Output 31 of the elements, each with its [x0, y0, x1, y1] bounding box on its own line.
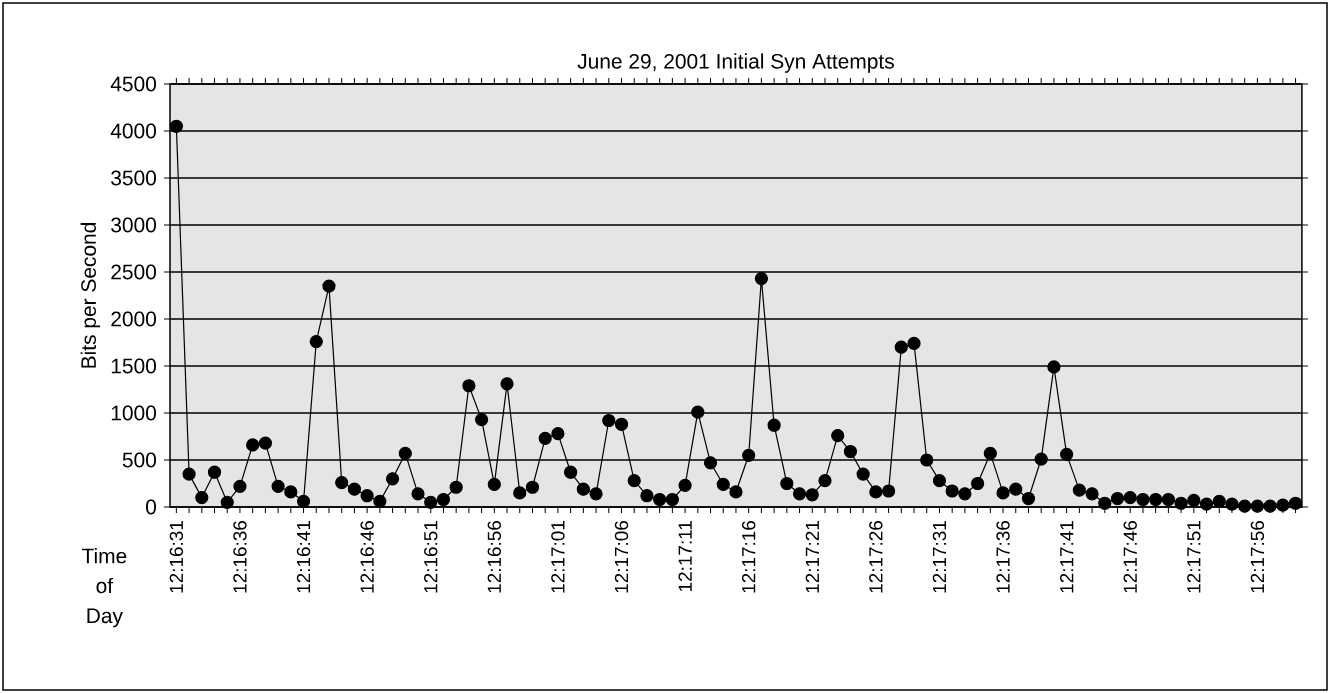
x-tick-label: 12:16:36 — [233, 521, 247, 593]
x-tick-label: 12:16:41 — [296, 521, 311, 593]
x-tick-label: 12:17:56 — [1250, 521, 1265, 593]
x-tick-label: 12:17:46 — [1123, 521, 1137, 593]
x-tick-label: 12:17:16 — [741, 521, 756, 593]
x-axis-title: Time of Day — [81, 548, 127, 628]
y-tick-label: 2000 — [111, 311, 156, 327]
x-tick-label: 12:17:36 — [996, 521, 1010, 593]
x-tick-label: 12:17:26 — [869, 521, 883, 593]
y-tick-label: 1500 — [111, 358, 156, 374]
x-tick-label: 12:17:21 — [805, 521, 819, 593]
y-tick-label: 500 — [122, 452, 156, 468]
y-tick-label: 4000 — [110, 123, 156, 139]
y-tick-label: 3500 — [111, 170, 156, 186]
chart-title: June 29, 2001 Initial Syn Attempts — [577, 53, 894, 73]
y-tick-label: 4500 — [110, 76, 156, 92]
x-tick-label: 12:16:46 — [360, 521, 374, 593]
x-tick-label: 12:17:41 — [1060, 521, 1074, 593]
y-tick-label: 2500 — [111, 264, 156, 280]
x-tick-label: 12:17:51 — [1187, 521, 1201, 593]
x-tick-label: 12:17:06 — [614, 521, 629, 593]
y-tick-label: 3000 — [111, 217, 156, 233]
x-tick-label: 12:17:11 — [678, 521, 692, 592]
x-tick-label: 12:17:31 — [932, 521, 947, 593]
x-tick-label: 12:16:56 — [487, 521, 502, 593]
y-tick-label: 1000 — [111, 405, 156, 421]
y-tick-label: 0 — [146, 499, 157, 515]
y-axis-title: Bits per Second — [80, 223, 101, 368]
x-tick-label: 12:16:51 — [424, 521, 438, 593]
x-tick-label: 12:16:31 — [169, 521, 184, 593]
x-tick-label: 12:17:01 — [551, 521, 565, 593]
